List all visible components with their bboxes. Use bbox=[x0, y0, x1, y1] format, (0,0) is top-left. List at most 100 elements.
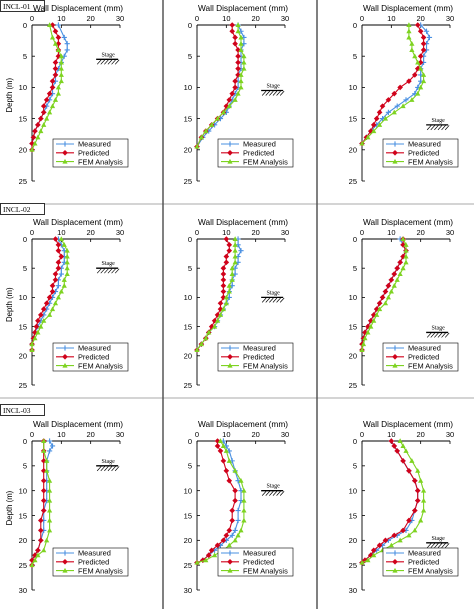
fem-marker bbox=[241, 497, 247, 503]
y-tick-label: 15 bbox=[184, 114, 192, 123]
stage-label: Stage bbox=[101, 52, 115, 58]
legend-label-predicted: Predicted bbox=[78, 149, 109, 158]
fem-marker bbox=[38, 323, 44, 329]
fem-marker bbox=[397, 537, 403, 543]
fem-marker bbox=[232, 236, 238, 241]
predicted-marker bbox=[232, 34, 238, 41]
fem-marker bbox=[194, 143, 200, 149]
stage-label: Stage bbox=[266, 290, 280, 296]
fem-marker bbox=[400, 265, 406, 271]
y-tick-label: 5 bbox=[353, 462, 357, 471]
fem-marker bbox=[220, 109, 226, 115]
fem-marker bbox=[365, 557, 371, 563]
predicted-marker bbox=[55, 247, 62, 254]
fem-marker bbox=[217, 312, 224, 317]
fem-marker bbox=[406, 22, 412, 27]
predicted-marker bbox=[229, 517, 235, 524]
legend-label-fem: FEM Analysis bbox=[408, 157, 453, 166]
stage-symbol: Stage bbox=[96, 52, 120, 65]
stage-hatch bbox=[272, 90, 278, 96]
predicted-marker bbox=[32, 128, 38, 134]
fem-marker bbox=[227, 362, 233, 368]
x-tick-label: 30 bbox=[446, 14, 454, 23]
y-tick-label: 5 bbox=[23, 264, 27, 273]
stage-hatch bbox=[430, 543, 436, 549]
predicted-marker bbox=[223, 259, 230, 266]
predicted-marker bbox=[392, 354, 398, 360]
predicted-marker bbox=[376, 542, 383, 549]
measured-marker bbox=[227, 550, 233, 556]
legend-label-fem: FEM Analysis bbox=[78, 157, 123, 166]
legend-label-fem: FEM Analysis bbox=[243, 157, 288, 166]
stage-hatch bbox=[100, 59, 106, 65]
stage-hatch bbox=[441, 543, 446, 549]
fem-marker bbox=[214, 318, 221, 323]
fem-marker bbox=[47, 487, 53, 493]
fem-marker bbox=[238, 41, 244, 46]
fem-marker bbox=[235, 22, 241, 27]
predicted-marker bbox=[397, 259, 403, 266]
y-axis-title: Depth (m) bbox=[5, 287, 14, 322]
chart-panel: Wall Displacement (mm)0 10 20 300510152025D… bbox=[5, 3, 129, 186]
predicted-marker bbox=[49, 84, 56, 91]
x-tick-label: 10 bbox=[387, 14, 395, 23]
measured-marker bbox=[47, 438, 53, 444]
predicted-marker bbox=[420, 47, 427, 53]
fem-marker bbox=[403, 448, 409, 453]
fem-marker bbox=[32, 557, 38, 563]
x-tick-label: 0 bbox=[30, 228, 34, 237]
fem-marker bbox=[32, 140, 38, 146]
predicted-marker bbox=[220, 537, 227, 544]
fem-marker bbox=[359, 559, 365, 565]
fem-marker bbox=[409, 47, 415, 52]
series-fem bbox=[29, 438, 53, 568]
predicted-marker bbox=[35, 547, 41, 554]
fem-marker bbox=[418, 84, 424, 90]
measured-marker bbox=[62, 141, 68, 147]
fem-marker bbox=[365, 134, 371, 140]
measured-marker bbox=[229, 532, 235, 538]
fem-marker bbox=[229, 265, 235, 271]
predicted-marker bbox=[400, 527, 406, 534]
stage-symbol: Stage bbox=[426, 325, 450, 338]
fem-marker bbox=[371, 318, 377, 323]
stage-symbol: Stage bbox=[96, 459, 120, 472]
legend-label-measured: Measured bbox=[408, 344, 441, 353]
series-line bbox=[361, 25, 425, 144]
fem-marker bbox=[58, 53, 64, 59]
stage-hatch bbox=[434, 125, 439, 131]
fem-marker bbox=[52, 300, 59, 306]
y-tick-label: 15 bbox=[349, 322, 357, 331]
fem-marker bbox=[382, 115, 389, 121]
series-fem bbox=[359, 236, 409, 352]
y-tick-label: 20 bbox=[19, 146, 27, 155]
stage-label: Stage bbox=[266, 484, 280, 490]
y-tick-label: 0 bbox=[188, 437, 192, 446]
fem-marker bbox=[41, 318, 47, 323]
y-tick-label: 10 bbox=[19, 83, 27, 92]
stage-hatch bbox=[279, 491, 285, 496]
fem-marker bbox=[412, 53, 418, 59]
fem-marker bbox=[359, 140, 365, 146]
x-axis-title: Wall Displacement (mm) bbox=[363, 3, 453, 13]
predicted-marker bbox=[391, 443, 398, 449]
x-axis-title: Wall Displacement (mm) bbox=[33, 217, 123, 227]
predicted-marker bbox=[226, 247, 233, 254]
stage-hatch bbox=[269, 297, 274, 303]
fem-marker bbox=[223, 300, 229, 306]
y-tick-label: 30 bbox=[19, 586, 27, 595]
legend-label-measured: Measured bbox=[78, 549, 111, 558]
fem-marker bbox=[235, 532, 241, 538]
fem-marker bbox=[58, 72, 64, 77]
predicted-marker bbox=[38, 517, 44, 524]
predicted-marker bbox=[220, 458, 227, 464]
fem-marker bbox=[394, 277, 400, 282]
stage-hatch bbox=[261, 90, 267, 96]
predicted-marker bbox=[220, 282, 227, 289]
y-tick-label: 25 bbox=[349, 177, 357, 186]
fem-marker bbox=[58, 65, 64, 71]
series-line bbox=[361, 440, 419, 564]
